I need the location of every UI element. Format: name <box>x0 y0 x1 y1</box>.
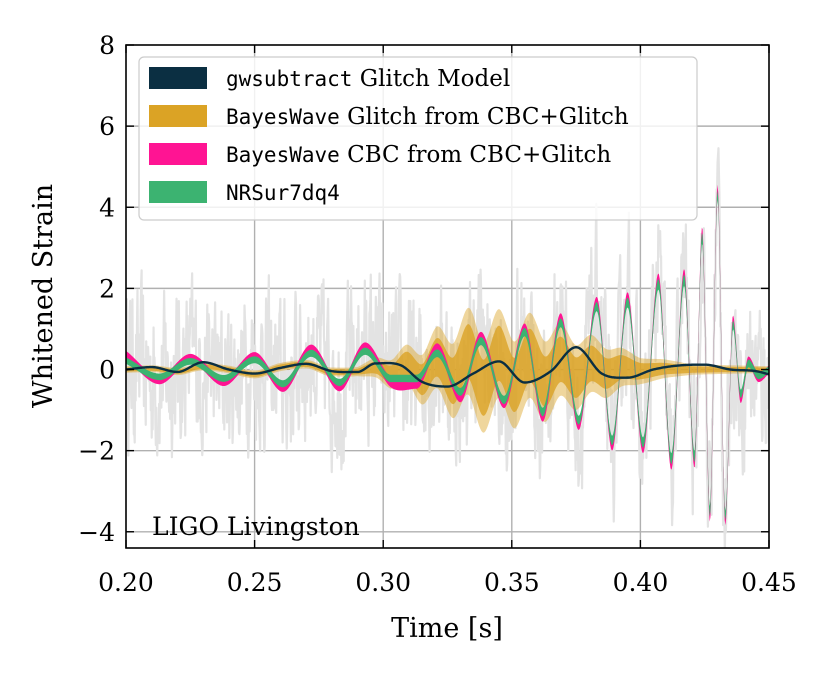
annotation-detector: LIGO Livingston <box>152 512 360 541</box>
y-tick-label: −2 <box>78 437 115 466</box>
x-tick-label: 0.25 <box>227 568 283 597</box>
legend-label-nrsur: NRSur7dq4 <box>226 181 340 205</box>
legend-label-bw_cbc: BayesWave CBC from CBC+Glitch <box>226 142 611 168</box>
legend-swatch-bw_glitch <box>149 105 207 127</box>
x-tick-label: 0.35 <box>484 568 540 597</box>
x-tick-label: 0.20 <box>98 568 154 597</box>
series-layer <box>126 147 769 548</box>
legend-label-gwsubtract: gwsubtract Glitch Model <box>226 66 510 92</box>
legend-label-bw_glitch: BayesWave Glitch from CBC+Glitch <box>226 104 629 130</box>
y-tick-label: 0 <box>99 356 115 385</box>
legend-swatch-bw_cbc <box>149 143 207 165</box>
line-gwsubtract <box>126 346 769 388</box>
y-tick-label: 2 <box>99 274 115 303</box>
legend-box <box>138 56 698 221</box>
legend-swatch-nrsur <box>149 181 207 203</box>
legend-swatch-gwsubtract <box>149 67 207 89</box>
x-tick-label: 0.45 <box>741 568 797 597</box>
x-tick-label: 0.30 <box>355 568 411 597</box>
y-axis-label: Whitened Strain <box>28 184 59 408</box>
band-bw_cbc <box>126 184 769 526</box>
y-tick-label: 8 <box>99 31 115 60</box>
x-tick-label: 0.40 <box>613 568 669 597</box>
x-axis-label: Time [s] <box>391 613 503 644</box>
y-tick-label: 6 <box>99 112 115 141</box>
plot-frame <box>125 44 770 549</box>
axis-ticks: 0.20 0.25 0.30 0.35 0.40 0.45 −4 −2 0 2 4 6 8 <box>78 31 797 597</box>
y-tick-label: 4 <box>99 193 115 222</box>
legend: gwsubtract Glitch Model BayesWave Glitch … <box>138 56 698 221</box>
y-tick-label: −4 <box>78 518 115 547</box>
